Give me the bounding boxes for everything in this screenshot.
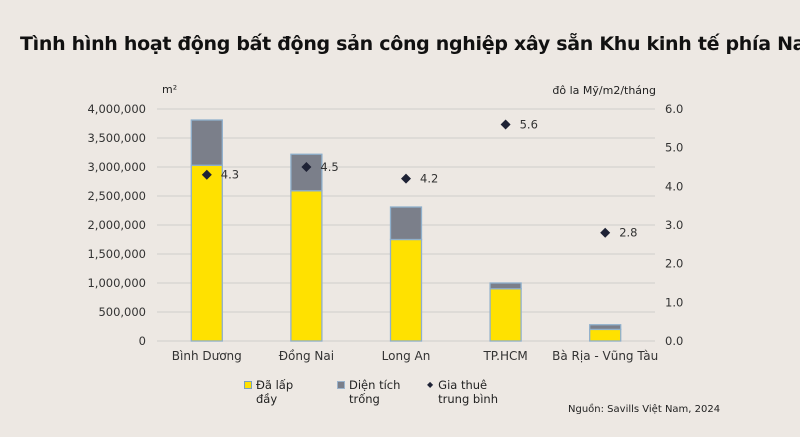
x-tick-label: Đồng Nai	[279, 349, 334, 363]
bar-vacant	[489, 282, 522, 290]
rent-data-label: 5.6	[520, 117, 538, 131]
rent-point	[301, 162, 312, 172]
y-left-axis-label: m²	[162, 83, 177, 96]
bar-filled	[489, 288, 522, 342]
legend-label: trung bình	[438, 392, 498, 406]
bar-vacant	[190, 119, 223, 166]
legend-label: Gia thuê	[438, 378, 488, 392]
rent-point	[401, 173, 411, 184]
y-left-tick-label: 1,500,000	[87, 247, 146, 261]
bar-filled	[589, 328, 622, 342]
bar-vacant	[290, 153, 323, 192]
source-note: Nguồn: Savills Việt Nam, 2024	[568, 404, 721, 415]
legend-swatch-yellow	[244, 381, 252, 389]
rent-point	[600, 227, 611, 238]
x-tick-label: Bình Dương	[172, 349, 242, 363]
chart-title: Tình hình hoạt động bất động sản công ng…	[20, 33, 800, 55]
x-tick-label: TP.HCM	[482, 349, 527, 363]
y-right-tick-label: 6.0	[665, 102, 683, 116]
legend-item-rent: ◆ Gia thuê trung bình	[427, 378, 498, 406]
y-right-tick-label: 1.0	[665, 295, 683, 309]
legend-label: trống	[349, 392, 380, 406]
diamond-icon: ◆	[427, 380, 434, 389]
rent-data-label: 4.2	[420, 172, 438, 186]
bar-filled	[290, 190, 323, 342]
legend-label: Đã lấp	[256, 378, 294, 392]
y-left-tick-label: 2,500,000	[87, 189, 146, 203]
y-right-tick-label: 5.0	[665, 141, 683, 155]
y-right-tick-label: 3.0	[665, 218, 683, 232]
x-tick-label: Bà Rịa - Vũng Tàu	[552, 349, 658, 363]
y-right-tick-label: 4.0	[665, 179, 683, 193]
x-tick-label: Long An	[382, 349, 431, 363]
y-left-tick-label: 500,000	[98, 305, 146, 319]
bar-vacant	[389, 206, 423, 241]
rent-data-label: 4.5	[320, 160, 338, 174]
rent-point	[201, 169, 212, 180]
bar-vacant	[589, 324, 622, 331]
rent-data-label: 4.3	[221, 168, 239, 182]
bar-filled	[389, 238, 423, 342]
legend-label: Diện tích	[349, 378, 401, 392]
rent-point	[500, 119, 511, 130]
y-left-tick-label: 3,500,000	[87, 131, 146, 145]
y-right-tick-label: 2.0	[665, 257, 683, 271]
y-right-axis-label: đô la Mỹ/m2/tháng	[552, 84, 656, 97]
y-left-tick-label: 2,000,000	[87, 218, 146, 232]
rent-data-label: 2.8	[619, 226, 637, 240]
y-left-tick-label: 0	[139, 334, 146, 348]
legend-item-filled: Đã lấp đầy	[244, 378, 293, 406]
legend-swatch-gray	[337, 381, 345, 389]
y-right-tick-label: 0.0	[665, 334, 683, 348]
bar-filled	[190, 164, 223, 342]
y-left-tick-label: 3,000,000	[87, 160, 146, 174]
y-left-tick-label: 4,000,000	[87, 102, 146, 116]
legend-label: đầy	[256, 392, 278, 406]
legend-item-vacant: Diện tích trống	[337, 378, 400, 406]
y-left-tick-label: 1,000,000	[87, 276, 146, 290]
